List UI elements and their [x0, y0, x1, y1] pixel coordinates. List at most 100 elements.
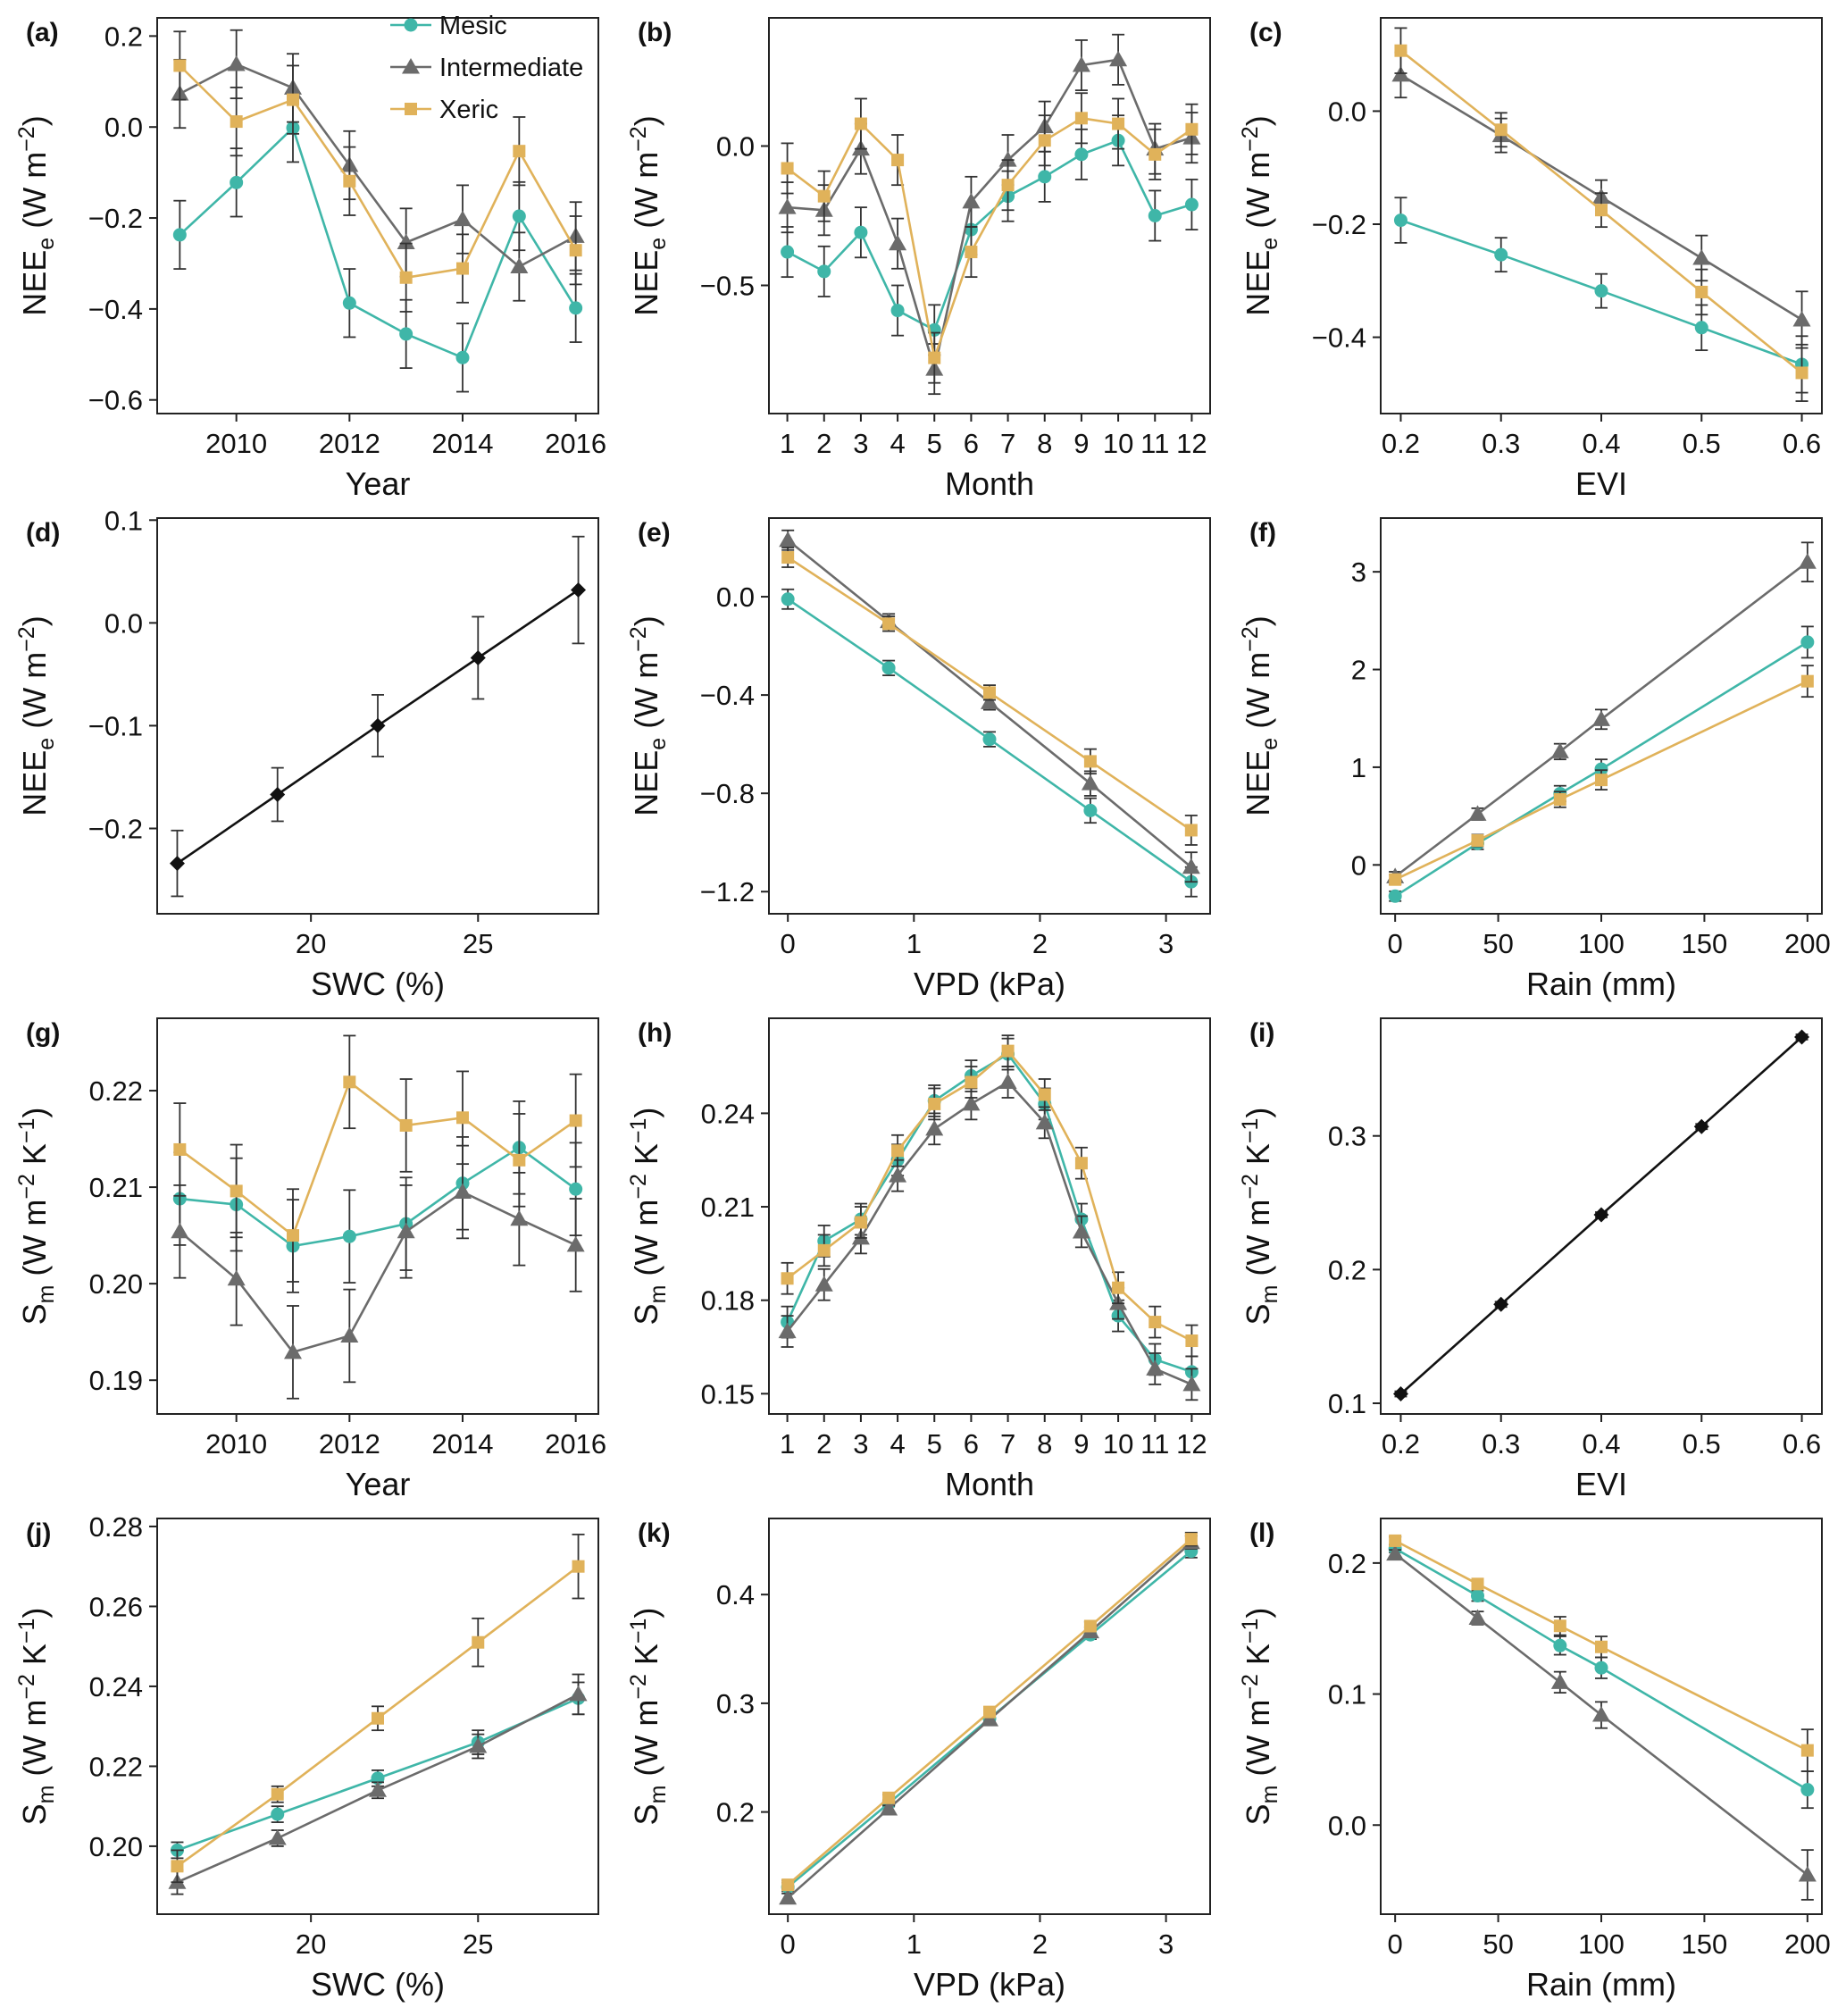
x-axis-label: Year	[346, 465, 411, 502]
data-point-circle	[399, 327, 413, 341]
series-line	[786, 1081, 1192, 1386]
data-point-circle	[455, 350, 470, 364]
y-axis-label-part: (W m	[628, 152, 664, 238]
x-tick-label: 9	[1073, 1428, 1089, 1460]
y-axis-label-part: )	[16, 615, 53, 626]
y-axis-label-part: (W m	[628, 652, 664, 738]
y-axis-label-part: m	[1257, 1786, 1282, 1804]
x-tick-label: 2010	[205, 428, 267, 459]
panel-label: (e)	[638, 518, 671, 548]
y-axis-label-part: −2	[626, 126, 651, 152]
x-tick-label: 200	[1784, 1928, 1831, 1960]
panel-label: (h)	[638, 1018, 672, 1048]
y-axis-label: NEEe (W m−2)	[1238, 115, 1282, 315]
data-point-square	[230, 115, 243, 129]
y-axis-label-part: −2	[1238, 626, 1263, 652]
y-axis-label-part: K	[628, 1644, 664, 1674]
x-tick-label: 4	[890, 1428, 905, 1460]
x-tick-label: 0	[1388, 928, 1403, 959]
data-point-circle	[1074, 147, 1089, 162]
data-point-triangle	[925, 1119, 944, 1136]
panel-g: (g) 2010 2012 2014 2016 0.19 0.20 0.21 0.22 Year S…	[14, 1017, 606, 1502]
panel-label: (d)	[26, 518, 60, 548]
data-point-square	[1389, 873, 1402, 886]
data-point-triangle	[369, 1781, 387, 1797]
panel-label: (j)	[26, 1518, 51, 1548]
data-point-triangle	[1592, 710, 1610, 726]
data-point-triangle	[778, 198, 797, 214]
x-tick-label: 6	[964, 428, 979, 459]
x-tick-label: 2014	[432, 1428, 494, 1460]
data-point-diamond	[1693, 1118, 1709, 1134]
data-point-square	[1553, 793, 1566, 807]
panel-label: (k)	[638, 1518, 671, 1548]
data-point-diamond	[1493, 1296, 1509, 1312]
data-point-circle	[271, 1807, 285, 1821]
data-point-circle	[230, 175, 244, 189]
data-point-square	[1185, 1334, 1199, 1348]
series-line	[787, 58, 1192, 371]
y-axis-label-part: e	[34, 738, 59, 750]
x-axis-label: SWC (%)	[311, 966, 445, 1002]
data-point-triangle	[566, 1235, 585, 1252]
panel-label: (i)	[1249, 1018, 1274, 1048]
x-tick-label: 8	[1037, 1428, 1052, 1460]
panel-a: (a) 2010 2012 2014 2016 −0.6 −0.4 −0.2 0.0 0.2 Yea…	[14, 17, 606, 502]
data-point-triangle	[779, 531, 798, 548]
data-point-triangle	[510, 257, 529, 274]
x-tick-label: 150	[1682, 928, 1728, 959]
y-tick-label: −0.4	[1312, 322, 1366, 354]
data-point-square	[287, 93, 299, 106]
x-tick-label: 25	[463, 1928, 493, 1960]
y-tick-label: −1.2	[700, 876, 755, 908]
panel-label: (c)	[1249, 18, 1282, 47]
data-point-square	[343, 1075, 356, 1089]
y-axis-label-part: NEE	[1240, 750, 1276, 816]
y-axis-label-part: −2	[626, 1174, 651, 1200]
data-point-square	[817, 189, 831, 203]
series-xeric	[1389, 665, 1814, 886]
data-point-circle	[342, 296, 356, 310]
x-axis-label: Rain (mm)	[1526, 1966, 1676, 2003]
x-tick-label: 2016	[545, 428, 606, 459]
y-tick-label: 0.28	[89, 1511, 143, 1543]
y-tick-label: 0.0	[104, 112, 143, 143]
data-point-triangle	[1081, 774, 1099, 791]
data-point-triangle	[889, 234, 907, 251]
x-tick-label: 2010	[205, 1428, 267, 1460]
plot-frame	[768, 17, 1211, 414]
data-point-diamond	[1593, 1207, 1609, 1223]
data-point-circle	[1038, 170, 1052, 184]
y-axis-label-part: K	[1240, 1644, 1276, 1674]
data-point-circle	[890, 304, 905, 318]
plot-frame	[768, 1017, 1211, 1415]
data-point-square	[1695, 285, 1708, 298]
data-point-square	[1494, 123, 1508, 137]
x-tick-label: 7	[1000, 1428, 1015, 1460]
data-point-square	[928, 1097, 941, 1110]
panel-k: (k) 0 1 2 3 0.2 0.3 0.4 VPD (kPa) Sm (W m−2 K−1)	[626, 1518, 1211, 2003]
data-point-triangle	[998, 151, 1017, 167]
data-point-circle	[817, 264, 831, 279]
data-point-circle	[982, 732, 997, 747]
data-point-circle	[512, 209, 526, 223]
data-point-circle	[1800, 635, 1815, 649]
x-tick-label: 2012	[319, 428, 380, 459]
y-axis-label: Sm (W m−2 K−1)	[626, 1108, 671, 1326]
panel-j: (j) 20 25 0.20 0.22 0.24 0.26 0.28 SWC (%) Sm (W …	[14, 1511, 599, 2003]
x-tick-label: 0.6	[1783, 1428, 1821, 1460]
data-point-square	[230, 1184, 243, 1198]
y-axis-label-part: K	[16, 1644, 53, 1674]
y-axis-label-part: )	[16, 115, 53, 126]
y-axis-label-part: (W m	[16, 152, 53, 238]
data-point-triangle	[1072, 56, 1090, 72]
x-tick-label: 100	[1578, 1928, 1625, 1960]
data-point-diamond	[270, 787, 286, 803]
data-point-square	[891, 154, 905, 167]
y-tick-label: 0.1	[104, 505, 143, 536]
data-point-square	[882, 617, 896, 631]
x-tick-label: 0.2	[1382, 1428, 1420, 1460]
data-point-circle	[1594, 284, 1608, 298]
x-tick-label: 1	[780, 428, 795, 459]
data-point-square	[1112, 117, 1125, 130]
